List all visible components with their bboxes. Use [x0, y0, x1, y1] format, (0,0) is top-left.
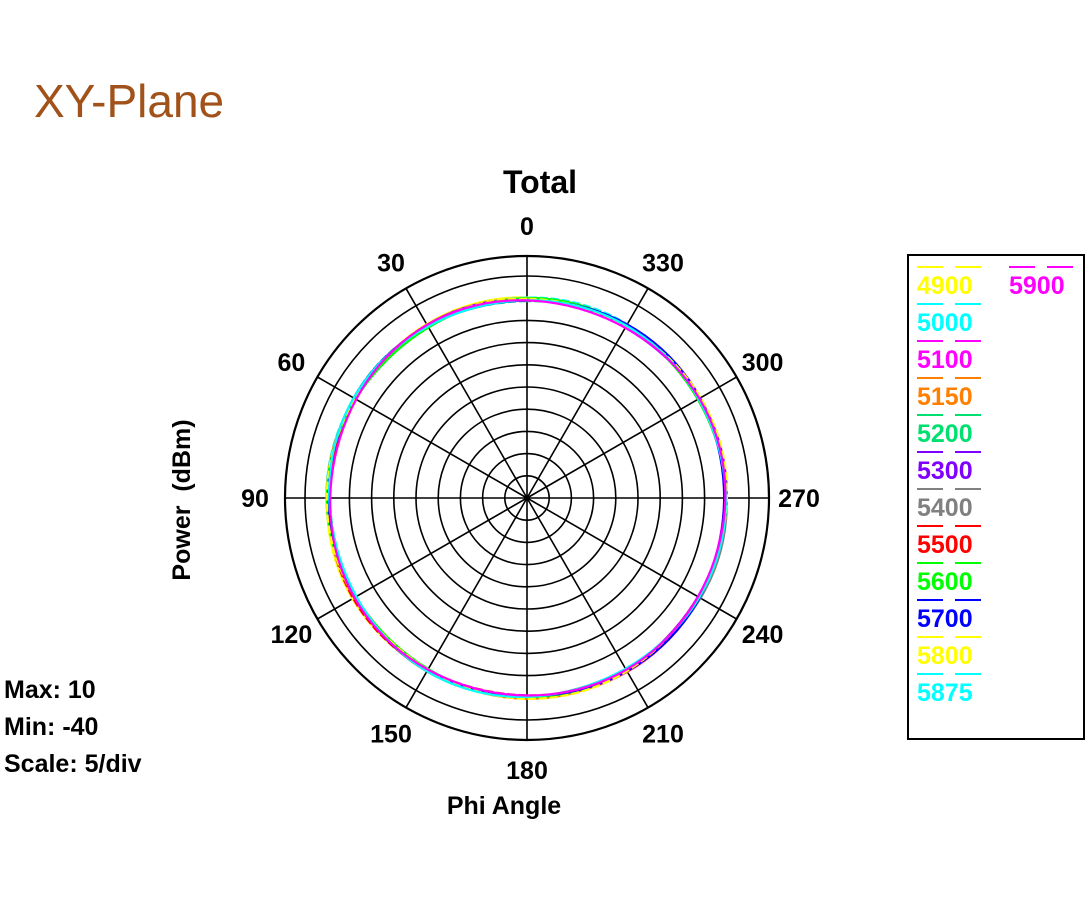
angle-tick-label: 180 [506, 757, 548, 785]
angle-tick-label: 90 [241, 485, 269, 513]
legend-label-5900: 5900 [1009, 272, 1065, 300]
angle-tick-labels: 0 30 60 90 120 150 180 210 240 270 300 330 [241, 213, 820, 785]
angle-tick-label: 240 [742, 621, 784, 649]
spoke-line [405, 288, 528, 499]
legend-entries: 4900 5000 5100 5150 5200 5300 5400 5500 5600 5700… [917, 266, 1073, 707]
angle-tick-label: 210 [642, 721, 684, 749]
legend-label-5400: 5400 [917, 494, 973, 522]
legend-label-5500: 5500 [917, 531, 973, 559]
angle-tick-label: 300 [742, 349, 784, 377]
legend-label-5600: 5600 [917, 568, 973, 596]
angle-tick-label: 120 [271, 621, 313, 649]
spoke-line [317, 497, 528, 620]
polar-grid [283, 254, 771, 742]
spoke-line [405, 497, 528, 708]
legend-label-5300: 5300 [917, 457, 973, 485]
angle-tick-label: 0 [520, 213, 534, 241]
series-line-5900 [329, 299, 727, 697]
legend-label-5700: 5700 [917, 605, 973, 633]
angle-tick-label: 30 [377, 249, 405, 277]
angle-tick-label: 330 [642, 249, 684, 277]
legend-label-4900: 4900 [917, 272, 973, 300]
legend-label-5875: 5875 [917, 679, 973, 707]
legend-label-5200: 5200 [917, 420, 973, 448]
legend-label-5150: 5150 [917, 383, 973, 411]
spoke-line [526, 497, 649, 708]
legend-label-5100: 5100 [917, 346, 973, 374]
series-layer [325, 296, 729, 700]
angle-tick-label: 270 [778, 485, 820, 513]
page-title: XY-Plane [34, 75, 225, 127]
max-label: Max: 10 [4, 676, 96, 704]
legend: 4900 5000 5100 5150 5200 5300 5400 5500 5600 5700… [907, 254, 1085, 740]
chart-title: Total [503, 164, 577, 200]
angle-tick-label: 150 [370, 721, 412, 749]
spoke-line [526, 497, 737, 620]
min-label: Min: -40 [4, 713, 99, 741]
scale-info: Max: 10 Min: -40 Scale: 5/div [4, 672, 142, 783]
angle-tick-label: 60 [277, 349, 305, 377]
angular-axis-label: Phi Angle [447, 792, 561, 820]
legend-label-5000: 5000 [917, 309, 973, 337]
legend-label-5800: 5800 [917, 642, 973, 670]
spoke-line [317, 376, 528, 499]
spoke-line [526, 376, 737, 499]
spoke-line [526, 288, 649, 499]
scale-label: Scale: 5/div [4, 750, 142, 778]
radial-axis-label: Power (dBm) [168, 419, 196, 580]
